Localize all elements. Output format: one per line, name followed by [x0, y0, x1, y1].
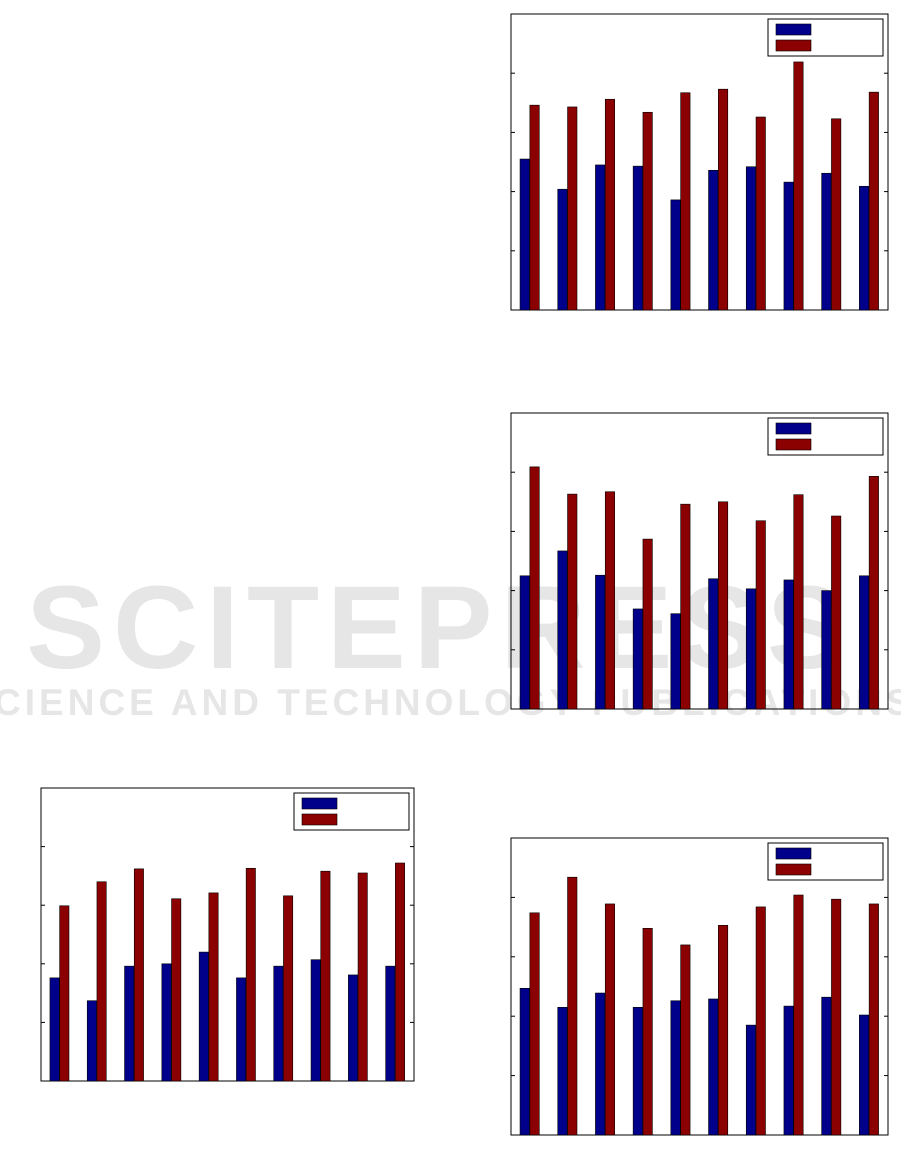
legend-swatch [775, 847, 812, 860]
plot-frame [40, 787, 415, 1082]
bar [745, 166, 756, 311]
bar [868, 476, 879, 710]
bar [718, 925, 729, 1136]
bar [680, 944, 691, 1136]
legend-swatch [775, 863, 812, 876]
bar [567, 876, 578, 1136]
bar [198, 951, 209, 1082]
bar [755, 520, 766, 710]
bar [567, 493, 578, 710]
bar [604, 903, 615, 1136]
bar [557, 1006, 568, 1136]
bar [718, 88, 729, 311]
bar [783, 181, 794, 311]
bar [595, 574, 606, 710]
bar [642, 927, 653, 1136]
bar [595, 164, 606, 311]
bar [793, 61, 804, 311]
bar [708, 578, 719, 710]
plot-frame [510, 837, 889, 1136]
bar [670, 1000, 681, 1136]
bar [519, 575, 530, 710]
bar [283, 895, 294, 1082]
bar [868, 91, 879, 311]
bar [529, 912, 540, 1136]
bar [161, 963, 172, 1082]
bar [208, 892, 219, 1082]
bar [519, 158, 530, 311]
bar [133, 868, 144, 1082]
bar [745, 588, 756, 710]
bar [831, 898, 842, 1136]
bar [632, 608, 643, 710]
bar [859, 1014, 870, 1136]
bar [395, 862, 405, 1082]
bar [357, 872, 368, 1082]
legend-swatch [775, 438, 812, 451]
bar [632, 1006, 643, 1136]
bar [519, 987, 530, 1136]
bar [708, 169, 719, 311]
bar [642, 538, 653, 710]
bar [680, 503, 691, 710]
bar [670, 199, 681, 311]
bar [273, 965, 284, 1082]
bar [604, 491, 615, 710]
bar [557, 188, 568, 311]
bar [632, 165, 643, 311]
bar [642, 111, 653, 311]
bar [96, 881, 107, 1082]
watermark-subtitle: SCIENCE AND TECHNOLOGY PUBLICATIONS [0, 682, 901, 723]
bar [745, 1024, 756, 1136]
bar [529, 466, 540, 710]
legend-swatch [775, 39, 812, 52]
bar [59, 905, 70, 1082]
bar [859, 185, 870, 311]
bar [124, 965, 135, 1082]
bar [529, 104, 540, 311]
bar [793, 894, 804, 1136]
legend-swatch [301, 797, 338, 810]
legend-swatch [301, 813, 338, 826]
bar [557, 550, 568, 710]
bar [755, 116, 766, 311]
bar [783, 1005, 794, 1136]
bar [49, 977, 60, 1082]
plot-frame [510, 412, 889, 710]
bar [385, 965, 396, 1082]
bar [793, 494, 804, 710]
bar [595, 992, 606, 1136]
bar [567, 106, 578, 311]
bar [245, 867, 256, 1082]
bar [783, 579, 794, 710]
bar [708, 998, 719, 1136]
bar [831, 515, 842, 710]
bar [236, 977, 247, 1082]
bar [348, 974, 358, 1082]
bar [859, 575, 870, 710]
bar [86, 1000, 97, 1082]
bar [868, 903, 879, 1136]
plot-frame [510, 13, 889, 311]
bar [821, 590, 832, 710]
bar [171, 898, 182, 1082]
bar [670, 613, 681, 710]
bar [821, 172, 832, 311]
bar [831, 118, 842, 311]
legend-swatch [775, 23, 812, 36]
bar [755, 906, 766, 1136]
bar [718, 501, 729, 710]
bar [310, 959, 321, 1082]
watermark-title: SCITEPRESS [26, 562, 854, 694]
bar [320, 870, 331, 1082]
legend-swatch [775, 422, 812, 435]
bar [821, 996, 832, 1136]
bar [604, 98, 615, 311]
bar [680, 92, 691, 311]
